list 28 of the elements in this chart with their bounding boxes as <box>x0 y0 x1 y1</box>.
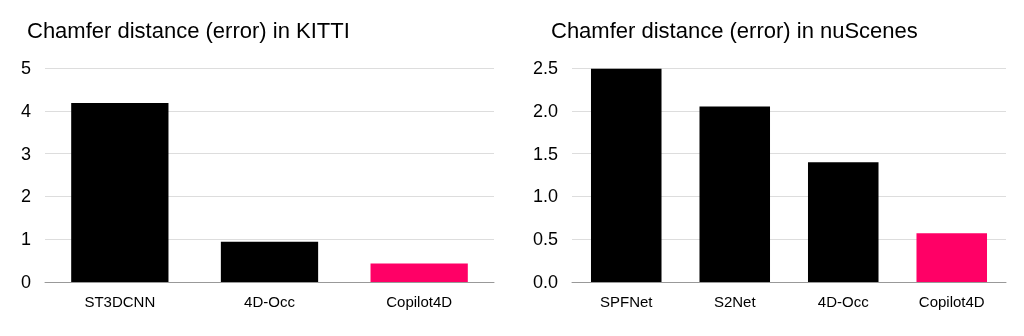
x-tick-label: S2Net <box>713 293 757 310</box>
y-tick-label: 2.0 <box>532 100 558 121</box>
x-tick-label: 4D-Occ <box>244 293 296 310</box>
bar <box>916 233 988 282</box>
y-tick-label: 3 <box>20 143 31 164</box>
x-tick-label: Copilot4D <box>386 293 453 310</box>
x-tick-label: SPFNet <box>599 293 654 310</box>
x-tick-label: ST3DCNN <box>84 293 156 310</box>
x-tick-label: Copilot4D <box>918 293 985 310</box>
y-tick-label: 1 <box>20 229 31 250</box>
bar <box>807 162 879 282</box>
y-tick-label: 0 <box>20 272 31 292</box>
y-tick-label: 5 <box>20 58 31 78</box>
y-tick-label: 1.5 <box>532 143 558 164</box>
y-tick-label: 0.0 <box>532 272 558 292</box>
x-tick-label: 4D-Occ <box>817 293 870 310</box>
bar <box>699 106 771 282</box>
chart-title: Chamfer distance (error) in KITTI <box>27 17 350 43</box>
y-tick-label: 2.5 <box>532 58 558 78</box>
chart-title: Chamfer distance (error) in nuScenes <box>551 17 918 43</box>
bar <box>590 68 662 282</box>
y-tick-label: 4 <box>20 100 31 121</box>
y-tick-label: 1.0 <box>532 186 558 207</box>
bar <box>71 103 169 282</box>
bar <box>370 263 468 282</box>
y-tick-label: 2 <box>20 186 31 207</box>
y-tick-label: 0.5 <box>532 229 558 250</box>
bar <box>220 241 319 282</box>
